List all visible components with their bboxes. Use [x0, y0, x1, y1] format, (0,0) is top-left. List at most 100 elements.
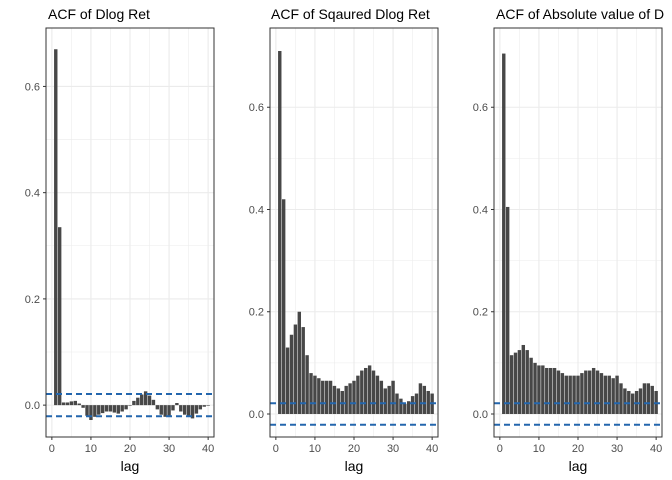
acf-bar — [406, 401, 411, 414]
acf-bar — [646, 383, 651, 414]
y-tick-label: 0.4 — [249, 204, 264, 216]
acf-bar — [513, 352, 518, 414]
acf-bar — [54, 49, 58, 406]
acf-bar — [301, 327, 305, 414]
acf-bar — [603, 375, 608, 414]
x-axis-label: lag — [569, 458, 588, 474]
acf-bar — [186, 405, 191, 417]
acf-bar — [410, 396, 415, 414]
acf-bar — [611, 378, 615, 414]
acf-bar — [630, 393, 635, 414]
acf-bar — [285, 347, 290, 414]
x-axis-label: lag — [121, 458, 140, 474]
acf-bar — [198, 405, 203, 410]
panel-title: ACF of Dlog Ret — [48, 6, 150, 22]
x-tick-label: 40 — [202, 443, 214, 455]
acf-bar — [505, 206, 510, 414]
x-tick-label: 30 — [163, 443, 175, 455]
acf-bar — [595, 370, 600, 414]
acf-bar — [278, 51, 282, 414]
acf-bar — [81, 405, 85, 408]
acf-bar — [167, 405, 171, 416]
acf-bar — [387, 385, 391, 414]
x-tick-label: 0 — [273, 443, 279, 455]
acf-bar — [140, 394, 144, 406]
acf-bar — [163, 405, 167, 417]
acf-bar — [151, 399, 156, 406]
acf-bar — [352, 380, 356, 414]
acf-bar — [360, 370, 364, 414]
y-tick-label: 0.0 — [25, 400, 40, 412]
acf-bar — [317, 378, 321, 414]
acf-bar — [171, 405, 175, 411]
acf-bar — [281, 199, 286, 414]
acf-bar — [321, 380, 325, 414]
acf-bar — [552, 367, 557, 414]
acf-bar — [179, 405, 183, 412]
acf-bar — [560, 373, 565, 414]
acf-bar — [529, 357, 533, 414]
acf-bar — [182, 405, 187, 415]
x-tick-label: 0 — [497, 443, 503, 455]
acf-bar — [383, 388, 387, 414]
acf-bar — [517, 350, 522, 414]
acf-bar — [533, 362, 537, 414]
acf-bar — [615, 375, 619, 414]
acf-bar — [324, 380, 329, 414]
acf-bar — [116, 405, 120, 414]
acf-bar — [399, 398, 403, 414]
acf-bar — [159, 405, 163, 415]
acf-bar — [379, 380, 384, 414]
acf-bar — [525, 350, 529, 414]
acf-bar — [502, 53, 506, 414]
acf-bar — [155, 405, 160, 410]
acf-bar — [623, 388, 627, 414]
acf-bar — [642, 383, 647, 414]
acf-bar — [564, 375, 568, 414]
acf-bar — [309, 373, 313, 414]
acf-bar — [297, 311, 302, 414]
acf-bar — [426, 390, 430, 414]
acf-bar — [619, 383, 623, 414]
acf-bar — [418, 383, 423, 414]
y-tick-label: 0.6 — [473, 102, 488, 114]
y-tick-label: 0.4 — [473, 204, 488, 216]
x-tick-label: 0 — [49, 443, 55, 455]
x-tick-label: 40 — [650, 443, 662, 455]
acf-bar — [202, 405, 206, 407]
x-axis-label: lag — [345, 458, 364, 474]
x-tick-label: 20 — [124, 443, 136, 455]
acf-bar — [521, 344, 526, 414]
acf-bar — [348, 383, 352, 414]
acf-bar — [572, 375, 576, 414]
acf-bar — [57, 227, 62, 406]
acf-bar — [391, 380, 395, 414]
acf-bar — [584, 370, 588, 414]
acf-bar — [371, 370, 376, 414]
acf-bar — [69, 401, 74, 406]
acf-bar — [556, 370, 561, 414]
acf-bar — [588, 370, 592, 414]
acf-panel-3: 0.0 0.2 0.4 0.6 0 10 20 30 40 lag ACF of Absolute … — [473, 6, 664, 474]
acf-bar — [395, 393, 399, 414]
acf-bar — [65, 402, 70, 406]
acf-bar — [568, 375, 572, 414]
acf-bar — [120, 405, 124, 412]
acf-bar — [576, 375, 580, 414]
acf-bar — [128, 405, 132, 406]
y-tick-label: 0.2 — [249, 307, 264, 319]
y-tick-label: 0.4 — [25, 188, 40, 200]
acf-bar — [580, 373, 584, 414]
x-tick-label: 10 — [85, 443, 97, 455]
acf-bar — [147, 395, 152, 406]
acf-bar — [422, 385, 427, 414]
y-tick-label: 0.6 — [249, 102, 264, 114]
acf-bar — [313, 375, 317, 414]
acf-bar — [89, 405, 93, 421]
acf-bar — [545, 367, 549, 414]
acf-bar — [356, 375, 360, 414]
acf-bar — [650, 385, 654, 414]
acf-bar — [289, 334, 294, 414]
acf-bar — [638, 388, 643, 414]
